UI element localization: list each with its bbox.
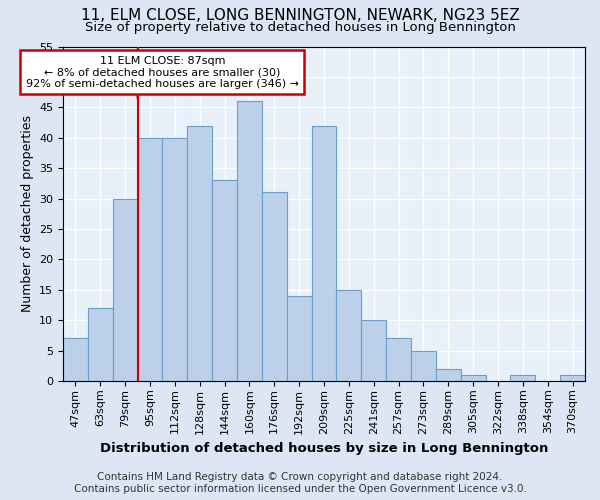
Bar xyxy=(237,101,262,381)
Bar xyxy=(262,192,287,381)
Bar xyxy=(187,126,212,381)
Bar xyxy=(113,198,137,381)
Text: 11, ELM CLOSE, LONG BENNINGTON, NEWARK, NG23 5EZ: 11, ELM CLOSE, LONG BENNINGTON, NEWARK, … xyxy=(80,8,520,22)
Bar xyxy=(337,290,361,381)
Text: 11 ELM CLOSE: 87sqm
← 8% of detached houses are smaller (30)
92% of semi-detache: 11 ELM CLOSE: 87sqm ← 8% of detached hou… xyxy=(26,56,299,89)
Bar xyxy=(88,308,113,381)
Y-axis label: Number of detached properties: Number of detached properties xyxy=(20,115,34,312)
Bar xyxy=(137,138,163,381)
Bar xyxy=(411,350,436,381)
Bar xyxy=(511,375,535,381)
Text: Size of property relative to detached houses in Long Bennington: Size of property relative to detached ho… xyxy=(85,21,515,34)
Bar xyxy=(287,296,311,381)
Bar xyxy=(386,338,411,381)
Bar xyxy=(212,180,237,381)
Bar xyxy=(461,375,485,381)
Bar xyxy=(63,338,88,381)
Bar xyxy=(311,126,337,381)
Text: Contains HM Land Registry data © Crown copyright and database right 2024.
Contai: Contains HM Land Registry data © Crown c… xyxy=(74,472,526,494)
X-axis label: Distribution of detached houses by size in Long Bennington: Distribution of detached houses by size … xyxy=(100,442,548,455)
Bar xyxy=(560,375,585,381)
Bar xyxy=(436,368,461,381)
Bar xyxy=(361,320,386,381)
Bar xyxy=(163,138,187,381)
